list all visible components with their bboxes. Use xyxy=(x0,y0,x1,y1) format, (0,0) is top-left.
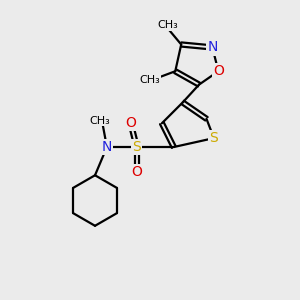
Text: O: O xyxy=(213,64,224,78)
Text: O: O xyxy=(125,116,136,130)
Text: S: S xyxy=(209,131,218,145)
Text: S: S xyxy=(132,140,141,154)
Text: CH₃: CH₃ xyxy=(140,75,160,85)
Text: N: N xyxy=(207,40,218,55)
Text: O: O xyxy=(131,165,142,179)
Text: N: N xyxy=(102,140,112,154)
Text: CH₃: CH₃ xyxy=(158,20,178,30)
Text: CH₃: CH₃ xyxy=(89,116,110,126)
